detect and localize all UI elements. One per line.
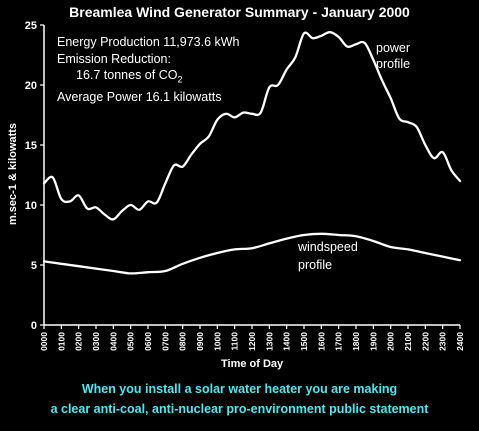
- power-label-line2: profile: [376, 57, 411, 71]
- x-tick-label: 1000: [212, 332, 222, 351]
- emission-label: Emission Reduction:: [57, 52, 171, 66]
- y-tick-label: 20: [25, 80, 37, 92]
- x-tick-label: 1700: [334, 332, 344, 351]
- x-tick-label: 0900: [195, 332, 205, 351]
- x-tick-label: 0100: [56, 332, 66, 351]
- y-tick-label: 25: [25, 20, 37, 32]
- chart-series: [42, 31, 462, 275]
- x-tick-label: 1900: [368, 332, 378, 351]
- wind-label-line1: windspeed: [298, 240, 358, 254]
- footer-line2: a clear anti-coal, anti-nuclear pro-envi…: [50, 402, 429, 416]
- y-tick-label: 5: [31, 260, 37, 272]
- x-tick-label: 1500: [299, 332, 309, 351]
- emission-subscript: 2: [177, 74, 183, 85]
- footer-line1: When you install a solar water heater yo…: [81, 382, 398, 396]
- x-tick-label: 1300: [264, 332, 274, 351]
- chart-axes: 0 5 10 15 20 25 0000 0100 0200 0300 0400 0500 0600 07…: [25, 20, 465, 351]
- x-axis-label: Time of Day: [221, 358, 284, 370]
- x-tick-label: 0700: [160, 332, 170, 351]
- windspeed-profile-line: [42, 232, 462, 275]
- y-tick-label: 10: [25, 200, 37, 212]
- x-tick-label: 0000: [39, 332, 49, 351]
- power-label-line1: power: [376, 41, 411, 55]
- x-tick-label: 2100: [403, 332, 413, 351]
- x-tick-label: 0600: [143, 332, 153, 351]
- x-tick-label: 1100: [230, 332, 240, 351]
- average-annotation: Average Power 16.1 kilowatts: [57, 90, 222, 104]
- x-tick-label: 0400: [108, 332, 118, 351]
- x-tick-label: 1800: [351, 332, 361, 351]
- x-tick-label: 2400: [455, 332, 465, 351]
- x-tick-label: 1200: [247, 332, 257, 351]
- power-profile-line: [42, 31, 462, 221]
- y-tick-label: 15: [25, 140, 37, 152]
- x-tick-label: 1400: [282, 332, 292, 351]
- emission-value-text: 16.7 tonnes of CO: [76, 68, 178, 82]
- y-tick-label: 0: [31, 320, 37, 332]
- x-tick-label: 2300: [438, 332, 448, 351]
- y-axis-label: m.sec-1 & kilowatts: [7, 122, 19, 226]
- x-tick-label: 1600: [316, 332, 326, 351]
- energy-annotation: Energy Production 11,973.6 kWh: [57, 35, 240, 49]
- x-tick-label: 0200: [74, 332, 84, 351]
- chart-title: Breamlea Wind Generator Summary - Januar…: [69, 4, 410, 20]
- x-tick-label: 0300: [91, 332, 101, 351]
- x-tick-label: 0500: [126, 332, 136, 351]
- x-tick-label: 0800: [178, 332, 188, 351]
- x-tick-label: 2200: [420, 332, 430, 351]
- emission-value: 16.7 tonnes of CO2: [76, 69, 182, 85]
- x-tick-label: 2000: [386, 332, 396, 351]
- wind-label-line2: profile: [298, 258, 333, 272]
